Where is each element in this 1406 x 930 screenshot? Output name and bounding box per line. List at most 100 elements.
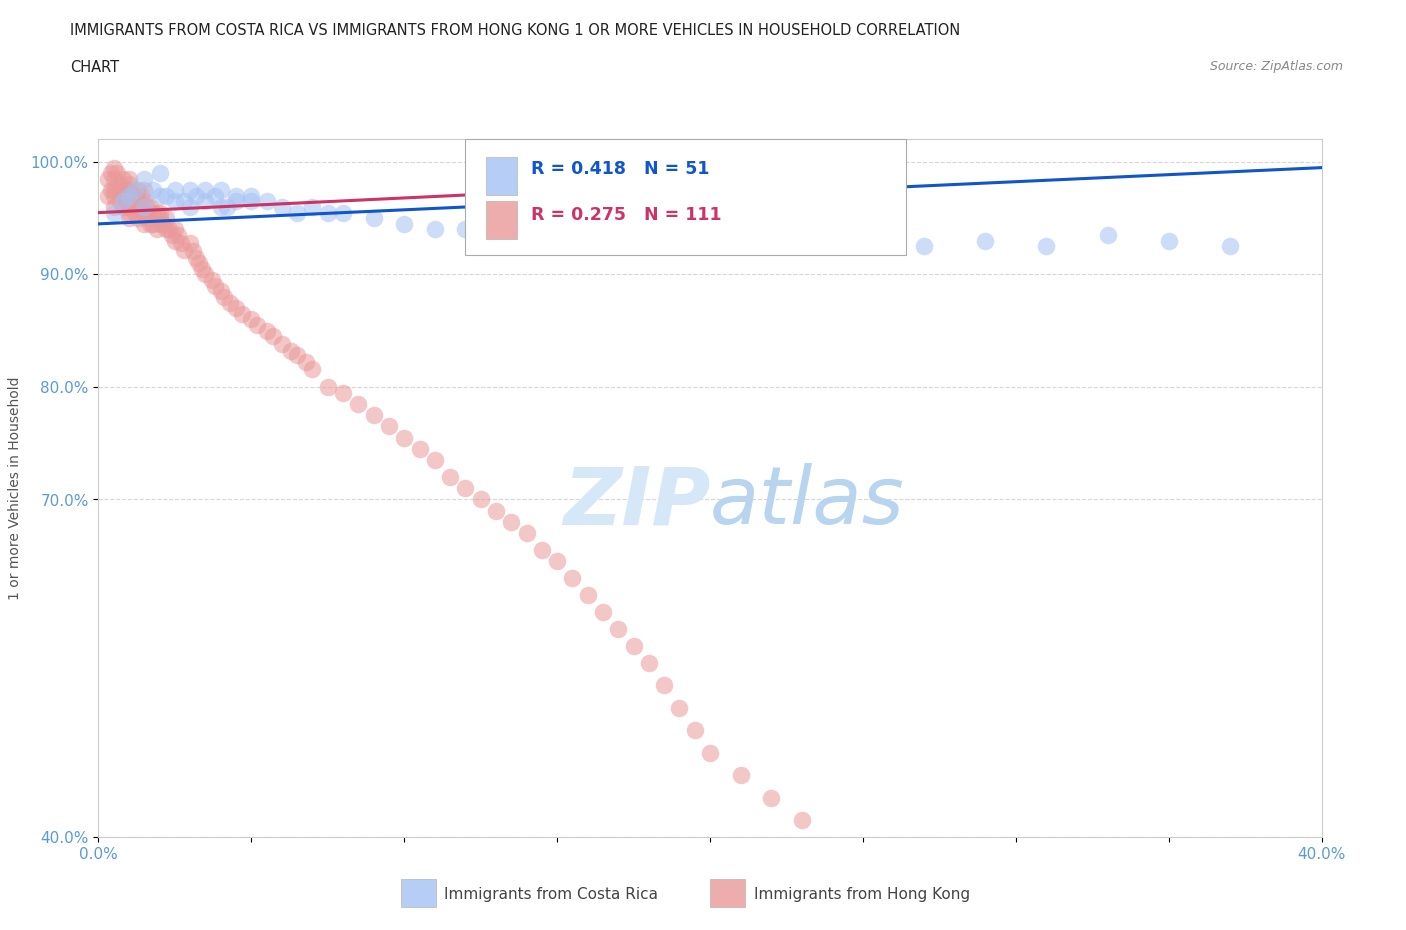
Point (179, 235, 201, 250)
Point (516, 525, 538, 540)
Point (134, 182, 156, 197)
Point (592, 604, 614, 619)
Point (118, 188, 141, 203)
Point (124, 206, 146, 220)
Point (454, 222, 477, 237)
Point (730, 767, 752, 782)
Point (316, 206, 339, 220)
Point (392, 431, 416, 445)
Point (378, 418, 401, 433)
Point (179, 182, 201, 197)
Bar (486, 201, 517, 239)
Point (149, 188, 172, 203)
Point (209, 284, 232, 299)
Point (124, 188, 146, 203)
Point (124, 200, 146, 215)
Point (145, 206, 167, 220)
Point (470, 492, 492, 507)
Point (118, 211, 141, 226)
Point (225, 188, 247, 203)
Text: Immigrants from Hong Kong: Immigrants from Hong Kong (754, 887, 970, 902)
Point (127, 211, 149, 226)
Point (160, 228, 183, 243)
Point (103, 171, 125, 186)
Point (139, 200, 162, 215)
Point (111, 194, 134, 209)
Point (301, 200, 323, 215)
Point (118, 182, 141, 197)
Point (155, 188, 177, 203)
Point (301, 362, 323, 377)
Point (209, 200, 232, 215)
Point (134, 200, 156, 215)
Point (485, 217, 508, 232)
Point (103, 160, 125, 175)
Point (118, 177, 141, 192)
Point (173, 243, 195, 258)
Point (256, 324, 278, 339)
Point (142, 182, 165, 197)
Point (157, 222, 180, 237)
Point (170, 235, 193, 250)
Point (285, 348, 308, 363)
Point (136, 200, 159, 215)
Point (129, 188, 152, 203)
Point (200, 272, 222, 287)
Point (212, 289, 235, 304)
Point (363, 211, 385, 226)
Point (231, 307, 253, 322)
Point (240, 188, 263, 203)
Point (155, 222, 177, 237)
Point (974, 233, 997, 248)
Point (209, 182, 232, 197)
Point (683, 723, 706, 737)
Point (262, 329, 284, 344)
Point (623, 638, 645, 653)
Point (637, 655, 661, 670)
Point (118, 200, 141, 215)
Point (105, 166, 128, 180)
Point (118, 171, 141, 186)
Point (127, 194, 149, 209)
Point (285, 206, 308, 220)
Point (134, 206, 156, 220)
Point (108, 194, 131, 209)
Point (111, 188, 134, 203)
Point (194, 182, 217, 197)
Point (134, 171, 156, 186)
Point (155, 211, 177, 226)
Point (163, 233, 186, 248)
Point (576, 588, 599, 603)
Point (127, 182, 149, 197)
Point (152, 217, 174, 232)
Point (240, 312, 263, 327)
Point (134, 217, 156, 232)
Point (730, 233, 752, 248)
Point (423, 222, 446, 237)
Point (115, 200, 138, 215)
Point (225, 194, 247, 209)
Point (852, 228, 875, 243)
Point (97, 188, 120, 203)
Point (118, 188, 141, 203)
Text: IMMIGRANTS FROM COSTA RICA VS IMMIGRANTS FROM HONG KONG 1 OR MORE VEHICLES IN HO: IMMIGRANTS FROM COSTA RICA VS IMMIGRANTS… (70, 23, 960, 38)
Point (105, 182, 128, 197)
Point (607, 228, 630, 243)
Point (270, 200, 292, 215)
Point (546, 228, 568, 243)
Point (118, 194, 141, 209)
Point (103, 200, 125, 215)
Point (699, 745, 721, 760)
Point (347, 396, 370, 411)
Point (501, 514, 523, 529)
Point (546, 554, 568, 569)
Point (142, 217, 165, 232)
Point (103, 188, 125, 203)
Point (142, 206, 165, 220)
FancyBboxPatch shape (465, 140, 905, 255)
Point (225, 300, 247, 315)
Point (173, 194, 195, 209)
Point (332, 206, 354, 220)
Point (485, 503, 508, 518)
Text: ZIP: ZIP (562, 463, 710, 541)
